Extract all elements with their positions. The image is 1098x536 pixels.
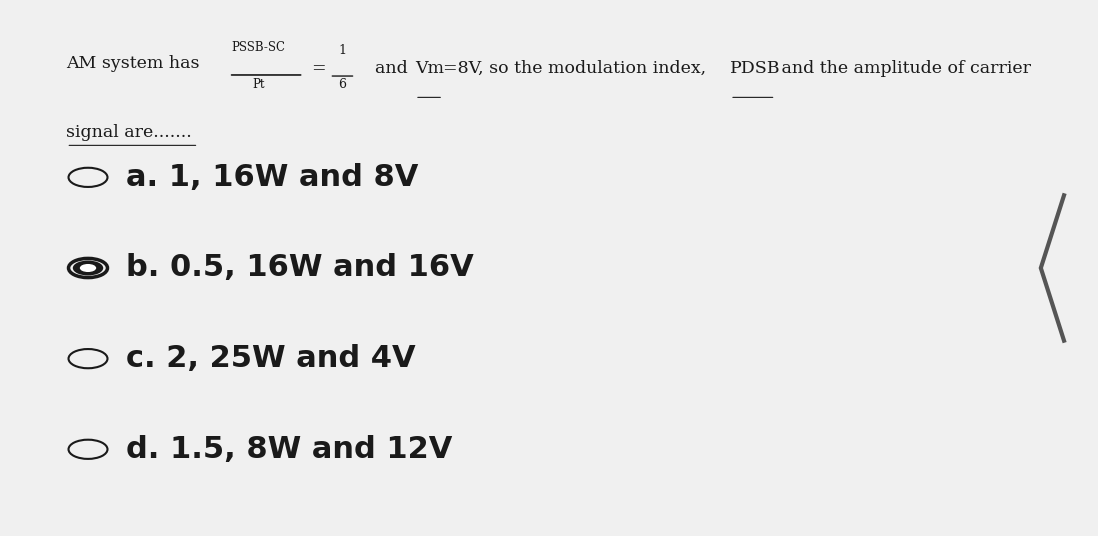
Text: 6: 6 — [338, 78, 347, 91]
Text: c. 2, 25W and 4V: c. 2, 25W and 4V — [126, 344, 415, 373]
Circle shape — [72, 260, 103, 276]
Text: Pt: Pt — [253, 78, 265, 91]
Text: and: and — [374, 59, 413, 77]
Text: a. 1, 16W and 8V: a. 1, 16W and 8V — [126, 163, 418, 192]
Text: and the amplitude of carrier: and the amplitude of carrier — [775, 59, 1031, 77]
Text: 1: 1 — [338, 44, 347, 57]
Text: =8V, so the modulation index,: =8V, so the modulation index, — [444, 59, 712, 77]
Text: PDSB: PDSB — [730, 59, 781, 77]
Circle shape — [80, 264, 97, 272]
Text: PSSB-SC: PSSB-SC — [231, 41, 284, 54]
Text: b. 0.5, 16W and 16V: b. 0.5, 16W and 16V — [126, 254, 473, 282]
Text: =: = — [312, 59, 333, 77]
Text: d. 1.5, 8W and 12V: d. 1.5, 8W and 12V — [126, 435, 452, 464]
Text: AM system has: AM system has — [66, 55, 205, 72]
Text: Vm: Vm — [415, 59, 444, 77]
Text: signal are.......: signal are....... — [66, 124, 192, 141]
